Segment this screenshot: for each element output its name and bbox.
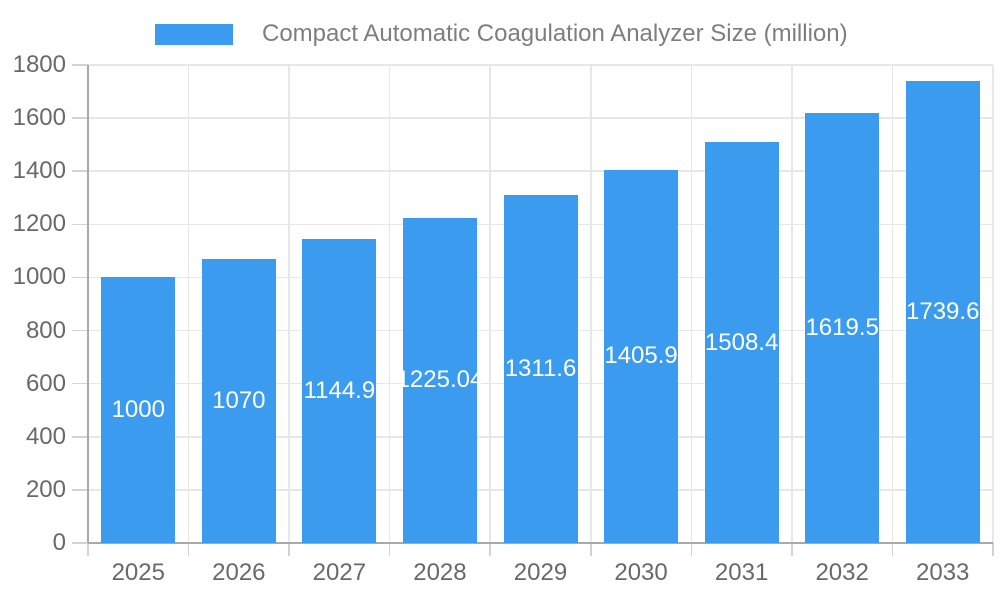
y-axis-label: 1200 [12, 210, 66, 238]
chart-legend[interactable]: Compact Automatic Coagulation Analyzer S… [155, 20, 848, 48]
legend-swatch-icon [155, 23, 233, 45]
y-axis-label: 600 [25, 369, 66, 397]
gridline-v [992, 65, 994, 543]
y-axis-tick [72, 489, 88, 491]
y-axis-tick [72, 329, 88, 332]
y-axis-tick [72, 64, 88, 66]
y-axis-label: 1400 [12, 157, 66, 185]
x-axis-label: 2033 [916, 559, 970, 586]
x-axis-tick [590, 543, 592, 556]
gridline-v [690, 65, 693, 543]
x-axis-line [88, 542, 993, 544]
bar-2030[interactable] [604, 169, 679, 543]
gridline-v [891, 65, 894, 543]
x-axis-label: 2028 [413, 559, 467, 586]
x-axis-tick [992, 543, 994, 556]
gridline-v [187, 65, 190, 543]
x-axis-label: 2031 [714, 559, 769, 586]
gridline-v [388, 65, 391, 543]
gridline-v [288, 65, 290, 543]
bar-2031[interactable] [704, 142, 779, 543]
y-axis-tick [72, 542, 88, 544]
bar-2027[interactable] [302, 238, 377, 543]
x-axis-tick [791, 543, 793, 556]
x-axis-label: 2027 [312, 559, 367, 586]
y-axis-label: 200 [25, 475, 66, 503]
gridline-v [489, 65, 491, 543]
y-axis-tick [72, 223, 88, 226]
gridline-v [791, 65, 793, 543]
bar-2026[interactable] [201, 258, 276, 543]
x-axis-label: 2032 [815, 559, 869, 586]
gridline-v [590, 65, 592, 543]
bar-2029[interactable] [503, 194, 578, 543]
y-axis-label: 1600 [12, 104, 66, 132]
y-axis-tick [72, 170, 88, 172]
y-axis-tick [72, 436, 88, 438]
x-axis-tick [690, 543, 693, 556]
gridline-h [88, 117, 993, 119]
y-axis-tick [72, 276, 88, 279]
x-axis-tick [288, 543, 290, 556]
y-axis-line [87, 65, 89, 543]
x-axis-tick [388, 543, 391, 556]
legend-label: Compact Automatic Coagulation Analyzer S… [262, 20, 848, 47]
y-axis-label: 1000 [12, 263, 66, 291]
y-axis-label: 0 [52, 529, 66, 556]
bar-2032[interactable] [805, 112, 880, 543]
x-axis-label: 2025 [111, 559, 165, 586]
y-axis-label: 400 [25, 422, 66, 450]
bar-2033[interactable] [905, 81, 980, 543]
y-axis-tick [72, 117, 88, 119]
x-axis-tick [187, 543, 190, 556]
x-axis-tick [489, 543, 491, 556]
y-axis-label: 800 [25, 316, 66, 344]
x-axis-tick [891, 543, 894, 556]
x-axis-label: 2029 [513, 559, 568, 586]
bar-2025[interactable] [101, 277, 176, 543]
y-axis-tick [72, 382, 88, 385]
x-axis-label: 2030 [614, 559, 668, 586]
x-axis-tick [87, 543, 89, 556]
gridline-h [88, 170, 993, 172]
x-axis-label: 2026 [212, 559, 266, 586]
gridline-h [88, 64, 993, 66]
y-axis-label: 1800 [12, 51, 66, 78]
bar-2028[interactable] [402, 217, 477, 543]
